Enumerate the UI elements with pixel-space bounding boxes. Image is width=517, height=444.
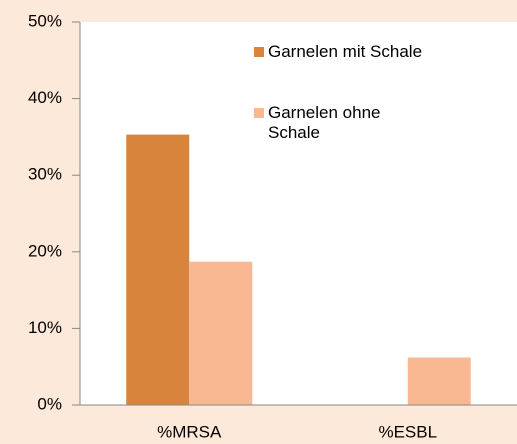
legend-swatch <box>254 47 264 57</box>
bar <box>407 357 471 405</box>
y-tick-label: 40% <box>28 88 62 107</box>
x-tick-label: %ESBL <box>378 422 437 441</box>
legend-swatch <box>254 108 264 118</box>
legend-label: Garnelen mit Schale <box>268 42 423 61</box>
y-tick-label: 20% <box>28 241 62 260</box>
legend-label: Garnelen ohne Schale <box>268 103 381 142</box>
x-tick-label: %MRSA <box>157 422 222 441</box>
y-tick-label: 0% <box>37 394 62 413</box>
y-tick-label: 30% <box>28 165 62 184</box>
y-tick-label: 50% <box>28 11 62 30</box>
bar <box>126 134 190 406</box>
y-tick-label: 10% <box>28 318 62 337</box>
bar <box>189 261 253 405</box>
